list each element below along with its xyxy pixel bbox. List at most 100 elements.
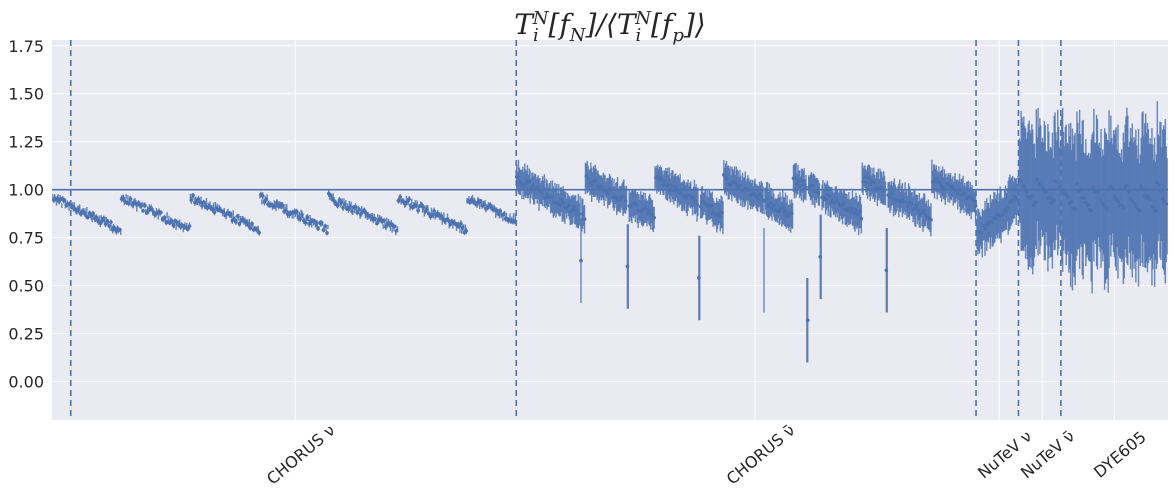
- data-point: [512, 219, 517, 224]
- data-point: [1001, 213, 1005, 217]
- data-point: [1114, 197, 1119, 201]
- data-point: [905, 204, 910, 209]
- y-tick-label: 0.25: [8, 325, 44, 344]
- data-point: [89, 214, 94, 219]
- data-point: [1153, 209, 1158, 213]
- data-point: [868, 182, 873, 186]
- data-point: [623, 199, 628, 204]
- data-point: [425, 208, 429, 212]
- data-point: [1089, 208, 1094, 213]
- data-point: [312, 219, 317, 223]
- data-point: [866, 176, 871, 180]
- data-point: [341, 205, 345, 210]
- data-point: [957, 188, 962, 192]
- data-point: [797, 178, 801, 183]
- data-point: [407, 197, 411, 201]
- data-point: [328, 193, 333, 198]
- data-point: [1132, 201, 1136, 205]
- data-point: [963, 192, 967, 197]
- data-point: [355, 210, 360, 215]
- data-point: [1098, 198, 1102, 202]
- data-point: [143, 203, 147, 208]
- data-point: [430, 213, 435, 217]
- data-point: [659, 176, 664, 181]
- data-point: [698, 204, 703, 209]
- data-point: [373, 217, 377, 221]
- data-point: [855, 212, 860, 217]
- x-tick-label: DYE605: [1090, 427, 1150, 481]
- data-point: [201, 200, 206, 204]
- data-point: [260, 193, 265, 198]
- data-point: [550, 194, 555, 199]
- data-point: [439, 214, 444, 218]
- data-point: [889, 191, 894, 196]
- data-point: [185, 227, 190, 232]
- data-point: [618, 197, 623, 202]
- data-point: [666, 182, 671, 187]
- data-point: [460, 225, 465, 230]
- data-point: [932, 179, 937, 184]
- data-point: [584, 174, 589, 178]
- data-point: [777, 209, 781, 214]
- data-point: [577, 212, 581, 216]
- data-point: [923, 212, 928, 217]
- data-point: [1004, 209, 1009, 214]
- data-point: [530, 184, 535, 188]
- data-point: [979, 231, 984, 235]
- data-point: [485, 206, 490, 210]
- data-point: [171, 223, 176, 228]
- data-point: [1060, 188, 1065, 192]
- data-point: [1125, 183, 1129, 188]
- data-point: [501, 212, 506, 217]
- data-point: [1159, 189, 1163, 193]
- data-point: [1084, 200, 1088, 205]
- data-point: [738, 183, 742, 187]
- y-tick-label: 0.75: [8, 229, 44, 248]
- data-point: [543, 195, 548, 200]
- data-point: [112, 226, 117, 230]
- data-point: [922, 208, 926, 213]
- data-point: [847, 206, 851, 211]
- data-point: [464, 229, 469, 233]
- data-point: [634, 202, 639, 207]
- y-tick-label: 1.50: [8, 85, 44, 104]
- data-point: [800, 179, 805, 183]
- data-point: [757, 192, 762, 197]
- data-point: [348, 205, 352, 209]
- data-point: [294, 209, 299, 214]
- data-point: [1155, 180, 1160, 185]
- data-point: [353, 205, 358, 209]
- data-point: [955, 192, 960, 197]
- data-point: [772, 203, 776, 207]
- data-point: [1141, 187, 1145, 191]
- data-point: [1051, 198, 1056, 203]
- data-point: [426, 211, 431, 216]
- data-point: [128, 197, 133, 201]
- data-point: [823, 197, 828, 202]
- data-point: [529, 186, 533, 191]
- data-point: [570, 208, 574, 212]
- data-point: [1011, 198, 1016, 203]
- data-point: [1126, 189, 1131, 194]
- data-point: [200, 204, 204, 208]
- data-point: [196, 197, 201, 201]
- data-point: [802, 182, 806, 186]
- data-point: [827, 194, 831, 198]
- data-point: [1146, 194, 1151, 198]
- data-point: [432, 209, 436, 213]
- data-point: [605, 191, 610, 195]
- data-point: [872, 180, 876, 185]
- data-point: [805, 318, 810, 323]
- data-point: [118, 227, 122, 232]
- data-point: [382, 218, 386, 223]
- data-point: [139, 204, 144, 208]
- data-point: [85, 215, 90, 220]
- data-point: [625, 264, 630, 269]
- data-point: [861, 179, 865, 184]
- data-point: [246, 223, 251, 227]
- data-point: [1030, 194, 1034, 199]
- data-point: [852, 211, 856, 215]
- data-point: [722, 173, 726, 177]
- data-point: [482, 202, 486, 207]
- data-point: [780, 205, 785, 210]
